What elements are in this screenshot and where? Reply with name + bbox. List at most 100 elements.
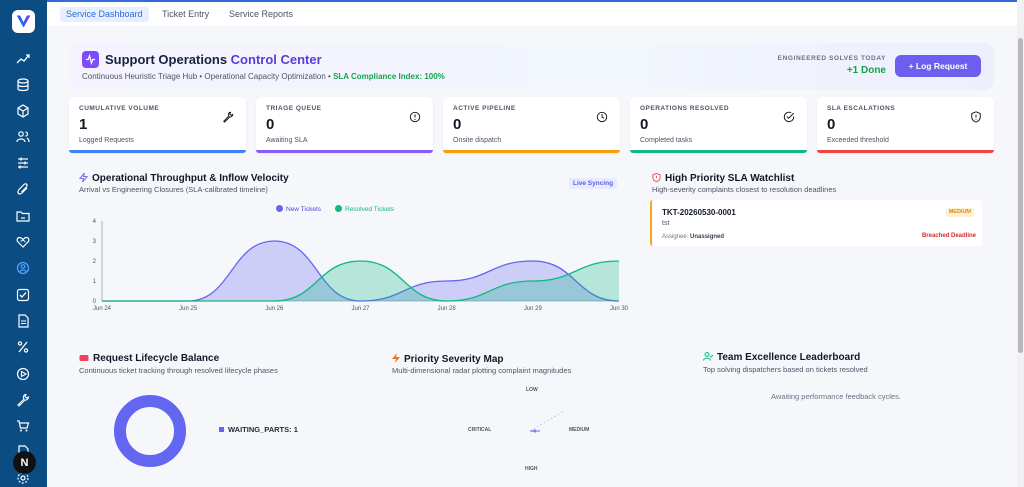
page-scrollbar[interactable]	[1017, 0, 1024, 487]
kpi-value: 0	[827, 116, 836, 133]
sliders-icon[interactable]	[16, 156, 30, 170]
x-tick-label: Jun 28	[438, 306, 457, 312]
header-banner: Support Operations Control Center Contin…	[69, 43, 994, 90]
series-line-0	[102, 240, 620, 302]
database-icon[interactable]	[16, 78, 30, 92]
kpi-card-triage-queue[interactable]: TRIAGE QUEUE 0 Awaiting SLA	[256, 97, 433, 153]
radar-label-critical: CRITICAL	[468, 427, 492, 433]
zap-icon	[79, 173, 88, 182]
shield-alert-icon	[971, 111, 981, 123]
x-tick-label: Jun 30	[610, 306, 629, 312]
series-line-1	[102, 260, 620, 302]
kpi-sub: Onsite dispatch	[453, 137, 502, 144]
lifecycle-title: Request Lifecycle Balance	[79, 353, 219, 364]
severity-title: Priority Severity Map	[392, 353, 503, 365]
kpi-sub: Awaiting SLA	[266, 137, 308, 144]
kpi-sub: Completed tasks	[640, 137, 693, 144]
top-tab-bar: Service Dashboard Ticket Entry Service R…	[47, 0, 1017, 26]
user-check-icon	[703, 352, 713, 361]
user-circle-icon[interactable]	[16, 261, 30, 275]
kpi-accent-bar	[69, 150, 246, 153]
y-tick-label: 3	[93, 239, 97, 245]
wrench-icon[interactable]	[16, 393, 30, 407]
kpi-sub: Logged Requests	[79, 137, 134, 144]
app-logo[interactable]	[12, 10, 35, 33]
kpi-card-cumulative-volume[interactable]: CUMULATIVE VOLUME 1 Logged Requests	[69, 97, 246, 153]
kpi-value: 0	[640, 116, 649, 133]
layers-icon	[79, 355, 89, 361]
solves-today-label: ENGINEERED SOLVES TODAY	[777, 55, 886, 62]
kpi-accent-bar	[256, 150, 433, 153]
clock-icon	[596, 111, 608, 123]
priority-badge: MEDIUM	[945, 208, 974, 217]
deadline-status: Breached Deadline	[921, 233, 976, 239]
check-square-icon[interactable]	[16, 288, 30, 302]
sidebar: N	[0, 0, 47, 487]
radar-label-medium: MEDIUM	[569, 427, 590, 433]
kpi-value: 0	[266, 116, 275, 133]
tab-service-reports[interactable]: Service Reports	[229, 9, 294, 19]
lifecycle-donut	[114, 395, 186, 467]
y-tick-label: 4	[93, 219, 97, 225]
log-request-button[interactable]: + Log Request	[895, 55, 981, 77]
sla-compliance: SLA Compliance Index: 100%	[333, 72, 445, 81]
x-tick-label: Jun 29	[524, 306, 543, 312]
wrench-icon	[223, 111, 234, 123]
zap-icon	[392, 353, 400, 363]
kpi-card-sla-escalations[interactable]: SLA ESCALATIONS 0 Exceeded threshold	[817, 97, 994, 153]
scrollbar-thumb[interactable]	[1018, 38, 1023, 353]
ticket-assignee: Assignee: Unassigned	[662, 234, 725, 240]
page-subtitle: Continuous Heuristic Triage Hub • Operat…	[82, 72, 445, 81]
radar-label-high: HIGH	[525, 466, 538, 472]
heart-handshake-icon[interactable]	[16, 235, 30, 249]
shield-alert-icon	[652, 173, 661, 182]
kpi-label: SLA ESCALATIONS	[827, 105, 896, 112]
throughput-title: Operational Throughput & Inflow Velocity	[79, 173, 289, 184]
kpi-accent-bar	[817, 150, 994, 153]
severity-radar	[529, 410, 565, 433]
paperclip-icon[interactable]	[16, 182, 30, 196]
ticket-id: TKT-20260530-0001	[662, 208, 736, 217]
kpi-sub: Exceeded threshold	[827, 137, 889, 144]
users-icon[interactable]	[16, 130, 30, 144]
leaderboard-title: Team Excellence Leaderboard	[703, 352, 860, 363]
kpi-accent-bar	[630, 150, 807, 153]
throughput-subtitle: Arrival vs Engineering Closures (SLA-cal…	[79, 185, 268, 194]
kpi-accent-bar	[443, 150, 620, 153]
live-syncing-badge: Live Syncing	[569, 178, 618, 189]
file-text-icon[interactable]	[16, 314, 30, 328]
play-circle-icon[interactable]	[16, 367, 30, 381]
percent-icon[interactable]	[16, 340, 30, 354]
tab-ticket-entry[interactable]: Ticket Entry	[162, 9, 210, 19]
kpi-label: TRIAGE QUEUE	[266, 105, 322, 112]
alert-circle-icon	[409, 111, 421, 123]
leaderboard-empty-state: Awaiting performance feedback cycles.	[771, 392, 901, 401]
folder-icon[interactable]	[16, 209, 30, 223]
lifecycle-subtitle: Continuous ticket tracking through resol…	[79, 366, 278, 375]
kpi-label: OPERATIONS RESOLVED	[640, 105, 730, 112]
series-area-0	[102, 241, 619, 301]
x-tick-label: Jun 24	[93, 306, 112, 312]
kpi-label: ACTIVE PIPELINE	[453, 105, 516, 112]
kpi-card-operations-resolved[interactable]: OPERATIONS RESOLVED 0 Completed tasks	[630, 97, 807, 153]
kpi-value: 0	[453, 116, 462, 133]
watchlist-title: High Priority SLA Watchlist	[652, 173, 794, 184]
tab-service-dashboard[interactable]: Service Dashboard	[60, 7, 149, 22]
user-avatar-badge[interactable]: N	[13, 451, 36, 474]
legend-resolved-tickets[interactable]: Resolved Tickets	[335, 205, 394, 213]
legend-new-tickets[interactable]: New Tickets	[276, 205, 321, 213]
watchlist-item[interactable]: TKT-20260530-0001 tst Assignee: Unassign…	[650, 200, 982, 246]
donut-slice-waiting-parts	[114, 395, 186, 467]
solves-today-value: +1 Done	[846, 65, 886, 76]
kpi-value: 1	[79, 116, 88, 133]
activity-icon	[82, 51, 99, 68]
leaderboard-subtitle: Top solving dispatchers based on tickets…	[703, 365, 868, 374]
watchlist-subtitle: High-severity complaints closest to reso…	[652, 185, 837, 194]
trending-up-icon[interactable]	[16, 52, 30, 66]
y-tick-label: 2	[93, 259, 97, 265]
cart-icon[interactable]	[16, 419, 30, 433]
box-icon[interactable]	[16, 104, 30, 118]
check-circle-icon	[783, 111, 795, 123]
donut-legend-item[interactable]: WAITING_PARTS: 1	[219, 425, 298, 434]
kpi-card-active-pipeline[interactable]: ACTIVE PIPELINE 0 Onsite dispatch	[443, 97, 620, 153]
